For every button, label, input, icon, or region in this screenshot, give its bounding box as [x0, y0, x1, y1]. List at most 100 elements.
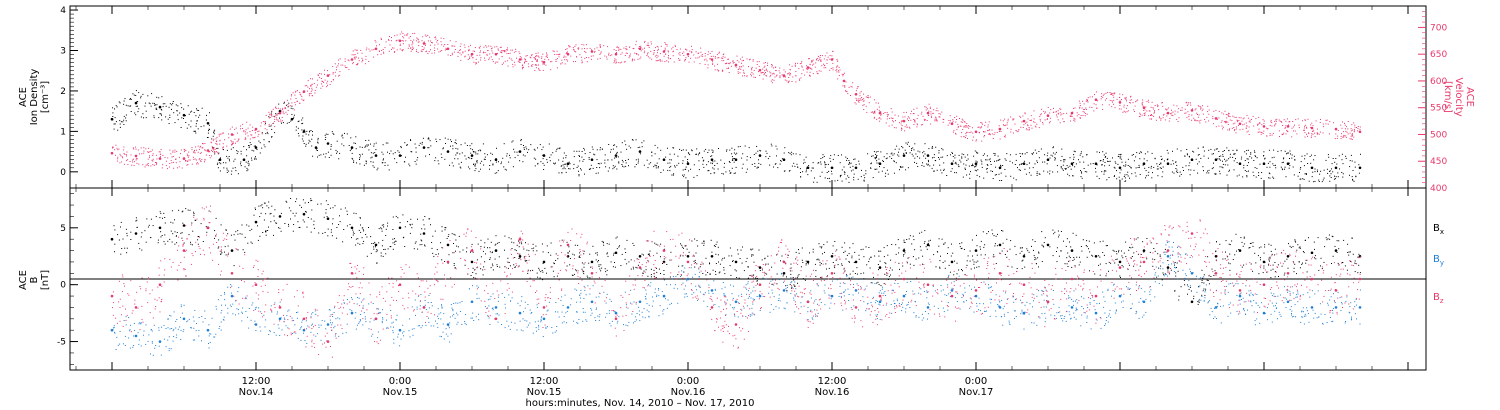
data-dot	[1049, 157, 1051, 159]
data-dot	[553, 50, 555, 52]
data-dot	[523, 66, 524, 68]
data-dot	[902, 147, 904, 149]
data-dot	[1099, 241, 1101, 243]
data-dot	[392, 47, 394, 49]
data-dot	[436, 249, 438, 251]
data-dot	[454, 142, 456, 144]
data-dot	[1179, 171, 1181, 173]
data-dot	[275, 108, 277, 109]
data-dot	[656, 162, 658, 164]
data-dot	[576, 56, 577, 58]
data-dot	[214, 149, 216, 150]
data-dot	[1123, 110, 1125, 112]
data-dot	[489, 247, 491, 249]
data-dot	[1123, 252, 1125, 254]
data-dot	[1030, 124, 1032, 126]
data-dot	[536, 59, 538, 61]
data-dot	[865, 105, 867, 107]
data-dot	[1180, 150, 1182, 152]
data-point	[182, 157, 186, 160]
data-dot	[297, 127, 299, 129]
data-dot	[233, 160, 235, 162]
data-dot	[1003, 125, 1005, 127]
data-dot	[1281, 265, 1283, 267]
data-dot	[1074, 120, 1076, 122]
data-dot	[643, 164, 645, 166]
data-dot	[737, 146, 739, 148]
data-dot	[956, 119, 957, 120]
data-dot	[933, 170, 935, 172]
data-point	[230, 249, 234, 252]
data-point	[134, 232, 138, 235]
data-dot	[993, 153, 995, 154]
data-dot	[1298, 124, 1300, 126]
data-dot	[874, 110, 876, 112]
data-dot	[1264, 246, 1266, 248]
data-dot	[1257, 123, 1259, 125]
data-dot	[1260, 131, 1262, 133]
field-tick-label: 0	[60, 281, 66, 291]
data-dot	[720, 159, 722, 161]
data-dot	[676, 49, 678, 50]
data-dot	[1047, 114, 1049, 116]
data-dot	[365, 55, 367, 57]
data-dot	[1270, 244, 1272, 246]
data-dot	[690, 168, 692, 170]
data-dot	[189, 209, 191, 211]
data-dot	[1236, 120, 1238, 122]
data-dot	[457, 152, 459, 154]
data-dot	[633, 47, 635, 49]
data-dot	[623, 166, 625, 168]
data-dot	[196, 109, 198, 111]
data-dot	[732, 60, 734, 62]
data-dot	[966, 125, 968, 127]
data-dot	[274, 209, 276, 211]
data-dot	[499, 51, 501, 53]
data-dot	[635, 266, 637, 268]
data-dot	[1079, 105, 1081, 106]
data-dot	[1198, 106, 1200, 108]
data-dot	[408, 163, 410, 165]
data-dot	[715, 274, 717, 275]
data-dot	[696, 175, 698, 177]
data-dot	[966, 123, 968, 124]
data-dot	[479, 51, 481, 53]
data-dot	[373, 145, 375, 147]
data-dot	[266, 129, 268, 131]
data-dot	[979, 246, 981, 248]
data-dot	[724, 162, 725, 164]
data-dot	[849, 166, 851, 168]
data-dot	[744, 145, 746, 147]
data-dot	[311, 89, 313, 91]
data-dot	[507, 60, 509, 62]
data-dot	[429, 154, 430, 156]
data-dot	[941, 172, 943, 174]
data-dot	[148, 147, 150, 149]
data-dot	[1303, 252, 1305, 254]
data-dot	[926, 163, 928, 165]
data-dot	[738, 61, 740, 63]
data-dot	[504, 50, 505, 52]
data-dot	[687, 162, 689, 164]
data-dot	[1079, 256, 1080, 258]
data-dot	[1242, 128, 1244, 130]
data-dot	[368, 48, 370, 50]
data-dot	[664, 47, 666, 49]
data-dot	[435, 157, 437, 159]
data-dot	[282, 108, 283, 110]
data-point	[1190, 300, 1194, 304]
data-dot	[994, 154, 996, 156]
data-dot	[366, 145, 368, 147]
data-dot	[718, 57, 720, 59]
data-dot	[525, 55, 527, 57]
data-dot	[368, 144, 369, 146]
data-dot	[680, 274, 682, 276]
data-dot	[282, 108, 284, 110]
data-dot	[618, 62, 620, 64]
data-dot	[155, 107, 157, 109]
data-dot	[765, 156, 767, 158]
data-dot	[1180, 173, 1182, 175]
data-dot	[246, 121, 248, 123]
data-dot	[873, 112, 875, 114]
data-dot	[753, 76, 755, 78]
